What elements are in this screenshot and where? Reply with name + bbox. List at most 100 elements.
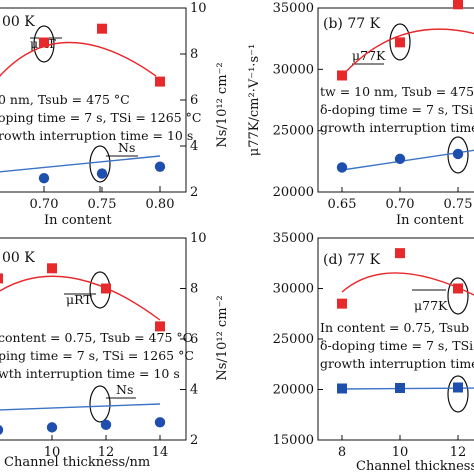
panel-b-ytick-label-3: 35000 — [273, 1, 314, 16]
panel-b-xtick-label-2: 0.75 — [444, 197, 473, 212]
panel-d-label: (d) 77 K — [323, 252, 381, 268]
panel-b-note-1: tw = 10 nm, Tsub = 475 °C — [320, 84, 474, 99]
panel-b-ytick-label-2: 30000 — [273, 62, 314, 77]
panel-d-series-0-point-1 — [395, 248, 405, 259]
panel-b-xlabel: In content — [396, 213, 464, 228]
panel-a-series-1-point-1 — [38, 173, 50, 184]
panel-d: (d) 77 K μ77K In content = 0.75, Tsub = … — [273, 231, 474, 474]
panel-b-ytick-label-1: 25000 — [273, 124, 314, 139]
panel-a-xtick-label-2: 0.75 — [88, 197, 117, 212]
panel-c-series-0-point-1 — [47, 263, 57, 274]
panel-c-ytick-label-1: 4 — [190, 383, 198, 398]
panel-c-series-0-point-0 — [0, 273, 3, 284]
panel-b-ylabel: μ77K/cm²·V⁻¹·s⁻¹ — [247, 44, 262, 156]
panel-c: 00 K μRT content = 0.75, Tsub = 475 °C p… — [0, 231, 230, 470]
panel-d-note-3: growth interruption time — [320, 356, 474, 371]
panel-d-ytick-label-2: 25000 — [273, 332, 314, 347]
panel-d-xtick-label-1: 10 — [392, 445, 409, 460]
panel-c-ytick-label-4: 10 — [190, 231, 207, 246]
panel-d-ytick-label-4: 35000 — [273, 231, 314, 246]
panel-b-frame — [317, 7, 474, 193]
panel-c-ytick-label-0: 2 — [190, 433, 198, 448]
panel-c-label: 00 K — [2, 250, 35, 266]
panel-c-series-1-point-1 — [46, 422, 58, 433]
panel-c-xtick-label-1: 12 — [98, 445, 115, 460]
panel-a-xlabel: In content — [44, 213, 112, 228]
panel-d-series-1-point-2 — [453, 382, 463, 393]
panel-c-ns-ellipse — [89, 385, 111, 423]
panel-a-xtick-label-3: 0.80 — [146, 197, 175, 212]
panel-c-note-3: wth interruption time = 10 s — [0, 366, 180, 381]
panel-c-mu-label: μRT — [66, 292, 92, 307]
panel-a-note-2: oping time = 7 s, TSi = 1265 °C — [0, 110, 201, 125]
panel-a-ylabel: Ns/10¹² cm⁻² — [215, 62, 230, 147]
panel-c-ns-label: Ns — [116, 382, 133, 397]
panel-c-series-0-point-3 — [155, 321, 165, 332]
panel-a-xtick-label-1: 0.70 — [30, 197, 59, 212]
panel-b-series-0-point-1 — [395, 37, 405, 48]
panel-b-mu-label: μ77K — [352, 48, 386, 63]
panel-d-series-1-point-1 — [395, 382, 405, 393]
panel-b-series-0-point-0 — [337, 70, 347, 81]
panel-b-mu-fit — [341, 28, 474, 77]
panel-a-ytick-label-0: 2 — [190, 185, 198, 200]
panel-b-ytick-label-0: 20000 — [273, 185, 314, 200]
panel-c-ytick-label-2: 6 — [190, 332, 198, 347]
panel-b-xtick-label-1: 0.70 — [386, 197, 415, 212]
panel-a-series-0-point-2 — [155, 76, 165, 87]
panel-d-mu-label: μ77K — [414, 298, 448, 313]
panel-d-note-2: δ-doping time = 7 s, TSi = 1 — [320, 338, 474, 353]
panel-a-ns-fit — [0, 155, 161, 173]
panel-b-note-2: δ-doping time = 7 s, TSi = 12 — [320, 102, 474, 117]
panel-a-ytick-label-4: 10 — [190, 1, 207, 16]
panel-c-ylabel: Ns/10¹² cm⁻² — [215, 295, 230, 380]
panel-c-series-1-point-3 — [154, 417, 166, 428]
panel-b-xtick-label-0: 0.65 — [328, 197, 357, 212]
panel-a-series-0-point-1 — [97, 23, 107, 34]
panel-b-ns-ellipse — [447, 136, 469, 174]
panel-a-ytick-label-2: 6 — [190, 93, 198, 108]
panel-c-note-1: content = 0.75, Tsub = 475 °C — [0, 330, 192, 345]
panel-a-series-1-point-2 — [96, 168, 108, 179]
panel-d-xlabel: Channel thickness — [356, 459, 474, 474]
panel-b-mu-ellipse — [389, 23, 411, 61]
panel-c-ns-fit — [0, 403, 161, 411]
panel-a-note-1: 0 nm, Tsub = 475 °C — [0, 92, 130, 107]
panel-d-ns-ellipse — [447, 375, 469, 413]
panel-a-ytick-label-1: 4 — [190, 139, 198, 154]
panel-c-xtick-label-2: 14 — [152, 445, 169, 460]
panel-d-ytick-label-1: 20000 — [273, 383, 314, 398]
panel-b-label: (b) 77 K — [323, 16, 381, 32]
panel-b-series-0-point-2 — [453, 0, 463, 10]
panel-b-series-1-point-2 — [452, 148, 464, 160]
panel-d-series-0-point-0 — [337, 298, 347, 309]
panel-d-ytick-label-3: 30000 — [273, 282, 314, 297]
panel-b: (b) 77 K μ77K tw = 10 nm, Tsub = 475 °C … — [247, 0, 474, 228]
panel-d-ytick-label-0: 15000 — [273, 433, 314, 448]
panel-d-mu-ellipse — [447, 277, 469, 315]
panel-b-series-1-point-0 — [336, 162, 348, 173]
panel-d-xtick-label-2: 12 — [450, 445, 467, 460]
panel-a-ns-label: Ns — [118, 140, 135, 155]
panel-b-series-1-point-1 — [394, 153, 406, 165]
panel-d-series-0-point-2 — [453, 283, 463, 294]
panel-c-xtick-label-0: 10 — [44, 445, 61, 460]
panel-c-series-1-point-0 — [0, 425, 4, 435]
panel-a-ytick-label-3: 8 — [190, 47, 198, 62]
panel-a-series-1-point-3 — [154, 161, 166, 172]
panel-c-series-0-point-2 — [101, 283, 111, 294]
panel-a-ns-ellipse — [89, 145, 111, 183]
panel-a-series-0-point-0 — [39, 37, 49, 48]
panel-c-mu-fit — [0, 275, 161, 321]
panel-a-note-3: rowth interruption time = 10 s — [0, 128, 193, 143]
panel-c-ytick-label-3: 8 — [190, 282, 198, 297]
panel-c-xlabel: Channel thickness/nm — [4, 455, 150, 470]
panel-d-note-1: In content = 0.75, Tsub = 47 — [320, 320, 474, 335]
panel-a-label: 00 K — [2, 14, 35, 30]
panel-a: 00 K μRT 0 nm, Tsub = 475 °C oping time … — [0, 1, 230, 228]
panel-d-xtick-label-0: 8 — [338, 445, 346, 460]
panel-d-series-1-point-0 — [337, 383, 347, 394]
panel-c-series-1-point-2 — [100, 419, 112, 431]
panel-b-note-3: growth interruption time — [320, 120, 474, 135]
